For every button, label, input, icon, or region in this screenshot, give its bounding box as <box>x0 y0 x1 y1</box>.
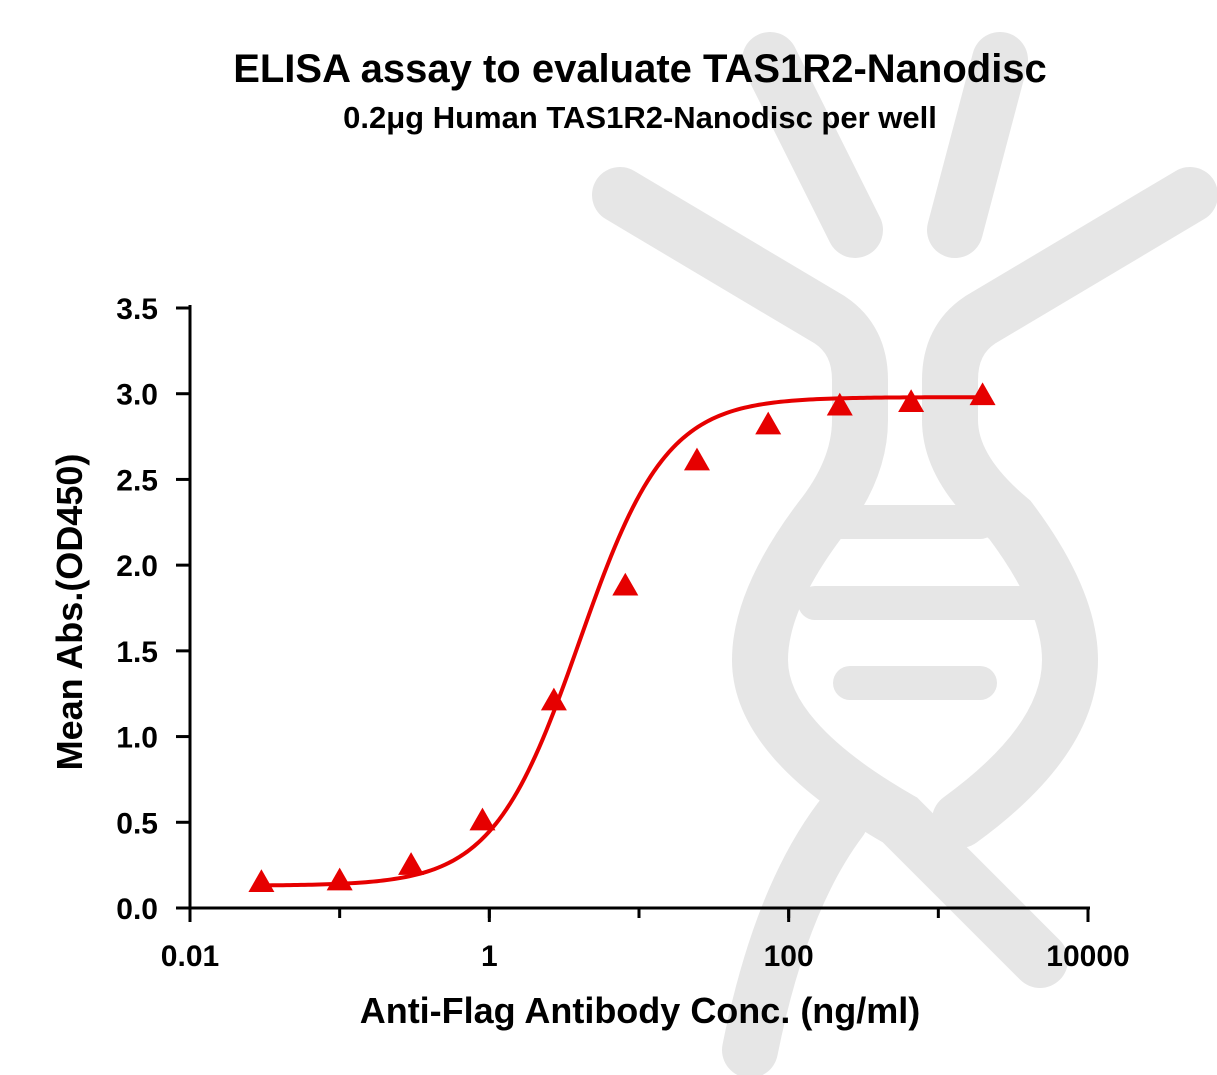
data-point-triangle <box>248 869 275 893</box>
data-point-triangle <box>612 572 639 596</box>
y-tick-label: 1.0 <box>116 722 158 755</box>
fit-curve <box>261 395 983 888</box>
x-tick-label: 100 <box>764 940 814 973</box>
y-tick-label: 3.0 <box>116 379 158 412</box>
x-ticks: 0.01 1 100 10000 <box>161 908 1130 973</box>
data-point-triangle <box>540 687 567 711</box>
y-ticks: 0.0 0.5 1.0 1.5 2.0 2.5 3.0 3.5 <box>116 293 190 926</box>
x-tick-label: 1 <box>481 940 498 973</box>
y-axis-title: Mean Abs.(OD450) <box>49 454 90 771</box>
y-tick-label: 1.5 <box>116 636 158 669</box>
data-point-triangle <box>826 392 853 416</box>
chart-title: ELISA assay to evaluate TAS1R2-Nanodisc <box>233 47 1047 91</box>
data-point-triangle <box>469 807 496 831</box>
data-point-triangle <box>755 411 782 435</box>
dna-watermark-icon <box>592 32 1217 1075</box>
y-tick-label: 0.0 <box>116 893 158 926</box>
data-point-triangle <box>969 382 996 406</box>
y-tick-label: 2.5 <box>116 464 158 497</box>
data-point-triangle <box>398 852 425 875</box>
x-tick-label: 0.01 <box>161 940 219 973</box>
y-tick-label: 0.5 <box>116 807 158 840</box>
data-points <box>248 382 996 893</box>
x-tick-label: 10000 <box>1046 940 1129 973</box>
data-point-triangle <box>683 447 710 471</box>
data-point-triangle <box>898 389 925 413</box>
x-axis-title: Anti-Flag Antibody Conc. (ng/ml) <box>360 990 921 1031</box>
chart-subtitle: 0.2μg Human TAS1R2-Nanodisc per well <box>343 100 937 135</box>
data-point-triangle <box>326 867 353 891</box>
y-tick-label: 2.0 <box>116 550 158 583</box>
y-tick-label: 3.5 <box>116 293 158 326</box>
